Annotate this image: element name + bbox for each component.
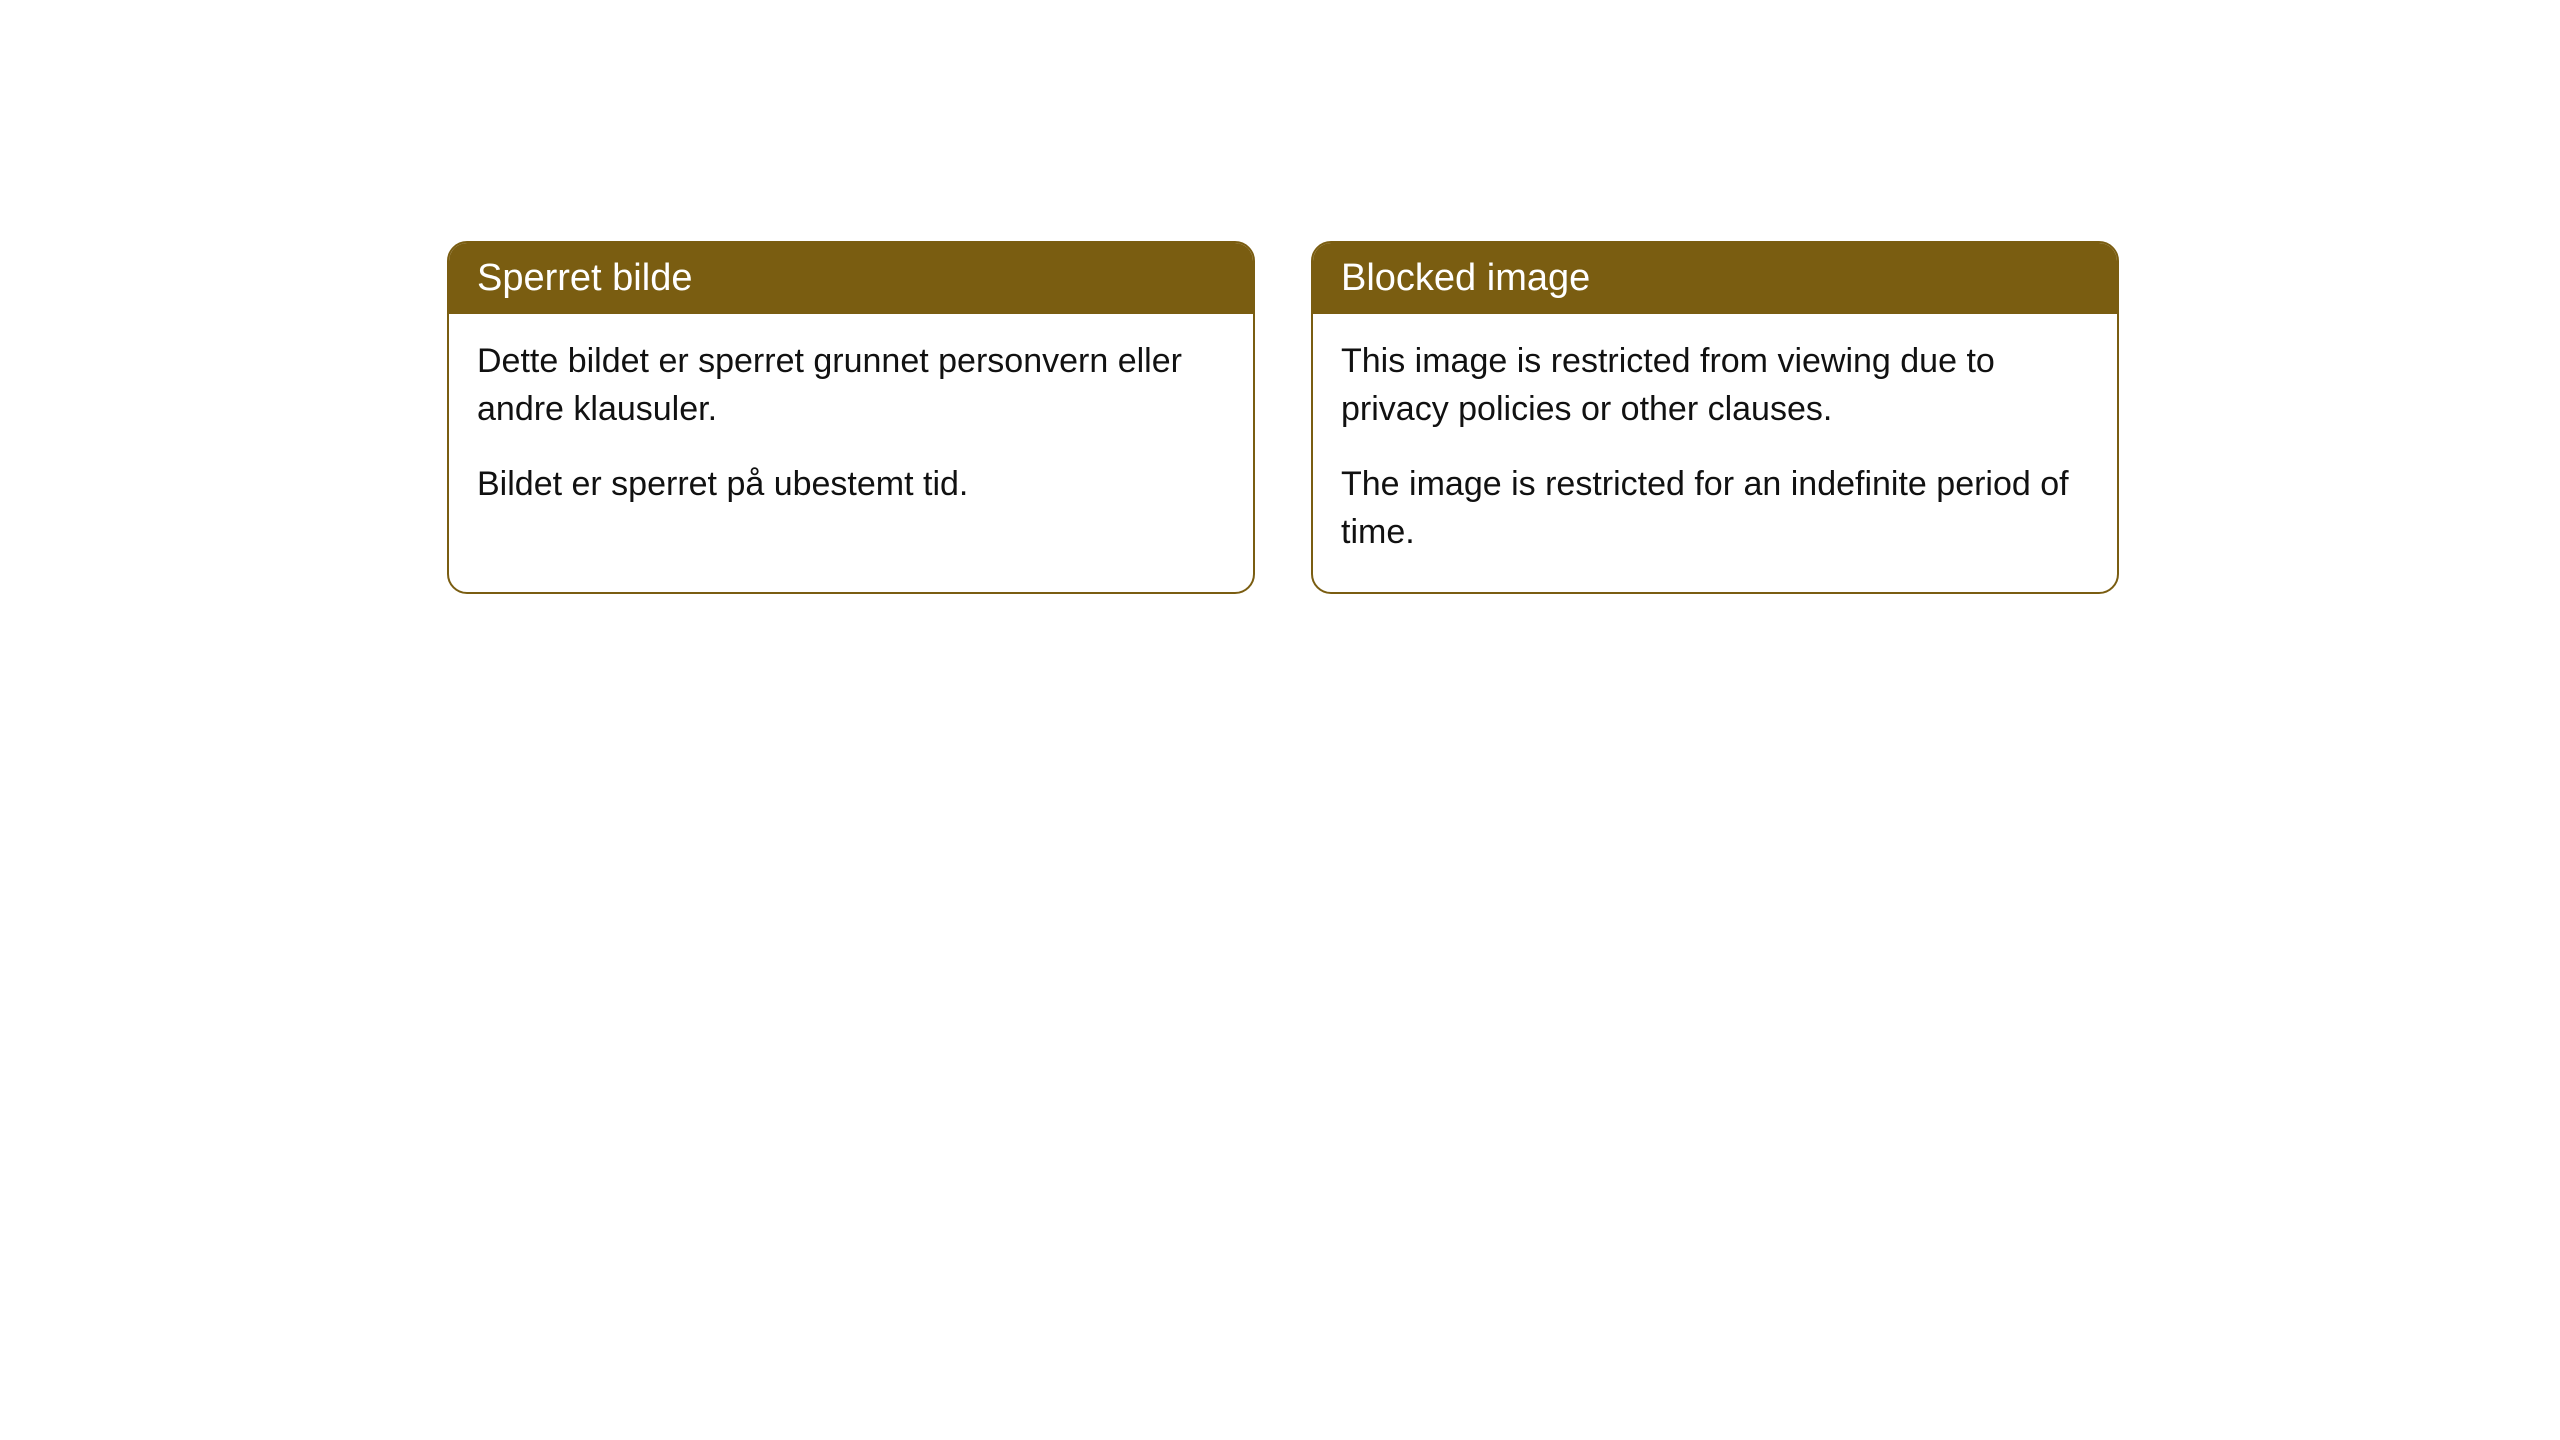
- card-header: Blocked image: [1313, 243, 2117, 314]
- card-body: Dette bildet er sperret grunnet personve…: [449, 314, 1253, 545]
- card-paragraph: The image is restricted for an indefinit…: [1341, 461, 2089, 556]
- notice-card-english: Blocked image This image is restricted f…: [1311, 241, 2119, 594]
- card-paragraph: Dette bildet er sperret grunnet personve…: [477, 338, 1225, 433]
- notice-card-norwegian: Sperret bilde Dette bildet er sperret gr…: [447, 241, 1255, 594]
- card-paragraph: Bildet er sperret på ubestemt tid.: [477, 461, 1225, 509]
- card-header: Sperret bilde: [449, 243, 1253, 314]
- card-paragraph: This image is restricted from viewing du…: [1341, 338, 2089, 433]
- card-title: Sperret bilde: [477, 257, 692, 299]
- card-body: This image is restricted from viewing du…: [1313, 314, 2117, 592]
- notice-container: Sperret bilde Dette bildet er sperret gr…: [447, 241, 2119, 594]
- card-title: Blocked image: [1341, 257, 1590, 299]
